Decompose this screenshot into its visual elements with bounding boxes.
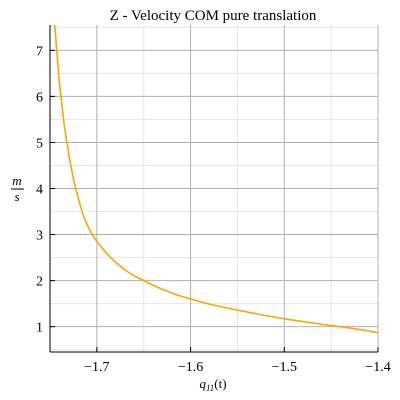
y-tick-label: 4 (36, 183, 43, 198)
y-tick-label: 2 (36, 275, 43, 290)
y-tick-label: 6 (36, 90, 43, 105)
y-axis-label-denominator: s (14, 189, 19, 204)
x-tick-label: −1.6 (178, 360, 203, 375)
y-axis-label: m s (11, 173, 24, 204)
x-tick-label: −1.5 (272, 360, 297, 375)
chart-title: Z - Velocity COM pure translation (110, 8, 317, 24)
series-line (53, 24, 379, 334)
x-tick-label: −1.4 (365, 360, 390, 375)
major-grid (50, 25, 379, 352)
y-tick-label: 5 (36, 136, 43, 151)
y-tick-label: 1 (36, 321, 43, 336)
x-axis-label: q11(t) (199, 376, 226, 393)
y-axis-label-numerator: m (12, 173, 21, 188)
y-tick-label: 3 (36, 229, 43, 244)
x-axis-label-arg: (t) (214, 376, 226, 391)
x-axis-label-base: q (199, 376, 206, 391)
x-tick-label: −1.7 (84, 360, 109, 375)
minor-grid (49, 25, 378, 352)
x-axis-label-subscript: 11 (206, 383, 214, 393)
y-tick-label: 7 (36, 44, 43, 59)
x-ticks: −1.7 −1.6 −1.5 −1.4 (84, 347, 391, 375)
series-group (53, 24, 379, 334)
y-ticks: 1 2 3 4 5 6 7 (36, 44, 55, 336)
